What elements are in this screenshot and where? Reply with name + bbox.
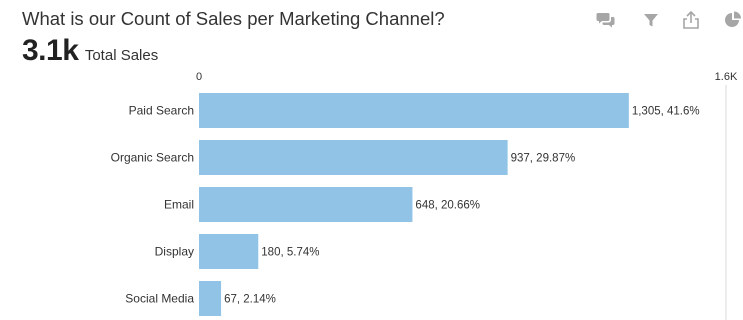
data-label: 67, 2.14% — [224, 294, 276, 306]
bar — [199, 234, 259, 269]
share-icon[interactable] — [681, 10, 701, 30]
kpi-total: 3.1k Total Sales — [22, 34, 158, 68]
data-label: 1,305, 41.6% — [632, 106, 700, 118]
chart-title: What is our Count of Sales per Marketing… — [22, 8, 445, 29]
data-label: 937, 29.87% — [511, 153, 576, 165]
comments-icon[interactable] — [596, 10, 616, 30]
kpi-value: 3.1k — [22, 34, 79, 67]
data-label: 648, 20.66% — [415, 200, 480, 212]
pie-chart-icon[interactable] — [723, 10, 743, 30]
category-label: Display — [155, 245, 194, 259]
data-label: 180, 5.74% — [261, 247, 319, 259]
chart-toolbar — [596, 10, 743, 30]
bar — [199, 187, 413, 222]
bar — [199, 93, 629, 128]
x-tick-label: 0 — [196, 71, 202, 83]
x-tick-label: 1.6K — [715, 71, 738, 83]
category-label: Organic Search — [111, 151, 194, 165]
bar — [199, 140, 508, 175]
kpi-label: Total Sales — [84, 47, 159, 64]
bar — [199, 281, 222, 316]
category-label: Paid Search — [129, 104, 194, 118]
category-label: Email — [164, 198, 194, 212]
filter-icon[interactable] — [641, 10, 661, 30]
category-label: Social Media — [125, 292, 194, 306]
